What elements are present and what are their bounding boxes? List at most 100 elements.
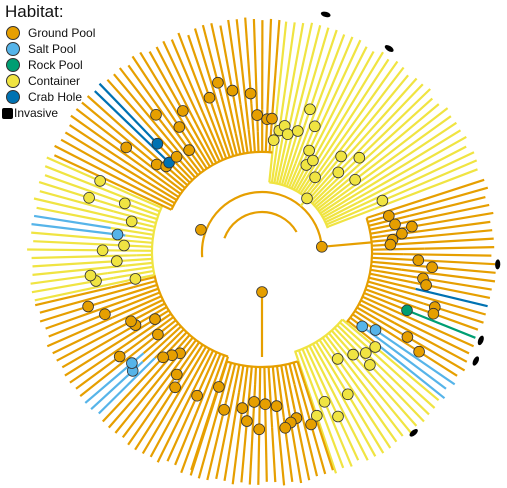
- branch: [125, 287, 159, 302]
- invasive-marker: [477, 335, 484, 346]
- legend-label: Salt Pool: [28, 42, 77, 56]
- branch: [366, 198, 423, 220]
- node-pie: [303, 144, 315, 157]
- legend-label: Invasive: [14, 106, 59, 120]
- tip-branch: [374, 168, 478, 210]
- tip-branch: [293, 384, 319, 477]
- branch: [254, 366, 258, 385]
- branch: [368, 276, 416, 290]
- tip-branch: [149, 377, 195, 458]
- branch: [108, 291, 161, 314]
- branch: [336, 324, 356, 343]
- tip-branch: [114, 351, 182, 434]
- node-pie: [183, 144, 195, 156]
- invasive-marker: [320, 11, 331, 18]
- node-pie: [420, 279, 432, 291]
- branch: [371, 260, 431, 269]
- tip-branch: [79, 332, 161, 397]
- branch: [166, 166, 189, 187]
- node-pie: [84, 269, 97, 282]
- branch: [324, 334, 350, 367]
- tip-branch: [39, 190, 114, 213]
- node-pie: [413, 345, 425, 358]
- tip-branch: [98, 82, 159, 146]
- tip-branch: [187, 34, 211, 98]
- branch: [363, 291, 408, 312]
- tip-branch: [60, 138, 138, 184]
- node-pie: [126, 357, 138, 369]
- tip-branch: [372, 351, 436, 409]
- branch-arc: [223, 210, 298, 239]
- node-pie: [226, 84, 239, 97]
- tip-branch: [155, 46, 198, 125]
- branch: [313, 165, 358, 207]
- node-pie: [318, 395, 331, 408]
- tip-branch: [314, 60, 399, 178]
- tip-branch: [359, 103, 440, 171]
- branch: [330, 329, 351, 352]
- branch: [325, 200, 382, 226]
- tip-branch: [430, 265, 496, 274]
- branch: [107, 265, 154, 275]
- branch: [339, 321, 375, 354]
- node-pie: [359, 347, 372, 359]
- node-pie: [427, 307, 440, 320]
- tip-branch: [357, 145, 467, 204]
- tip-branch: [327, 371, 377, 457]
- branch: [113, 298, 164, 325]
- branch: [278, 136, 293, 185]
- tip-branch: [33, 240, 123, 247]
- node-pie: [401, 304, 413, 317]
- node-pie: [305, 418, 317, 431]
- tip-branch: [68, 124, 132, 167]
- branch: [241, 365, 249, 405]
- tip-branch: [400, 220, 491, 235]
- branch: [117, 257, 153, 263]
- tip-branch: [415, 287, 488, 308]
- node-pie: [150, 158, 163, 171]
- branch: [296, 361, 306, 384]
- node-pie: [401, 331, 414, 343]
- branch: [180, 341, 201, 369]
- tip-branch: [69, 324, 155, 384]
- tip-branch: [362, 326, 447, 390]
- legend-label: Ground Pool: [28, 26, 96, 40]
- tip-branch: [139, 51, 186, 127]
- tip-branch: [424, 246, 495, 250]
- tip-branch: [94, 90, 170, 164]
- tip-branch: [349, 350, 418, 427]
- branch: [100, 283, 158, 304]
- tip-branch: [359, 151, 475, 207]
- legend-label: Crab Hole: [28, 90, 83, 104]
- branch: [208, 96, 231, 158]
- branch: [288, 363, 296, 385]
- node-pie: [291, 125, 304, 137]
- legend-item-ground-pool: Ground Pool: [2, 25, 95, 41]
- node-pie: [253, 423, 266, 436]
- branch: [371, 247, 425, 251]
- tip-branch: [197, 399, 222, 479]
- branch: [219, 362, 233, 400]
- tip-branch: [329, 400, 360, 461]
- branch-arc: [150, 205, 164, 276]
- tip-branch: [334, 129, 462, 209]
- node-pie: [406, 220, 418, 233]
- branch: [159, 319, 177, 334]
- branch: [358, 303, 395, 324]
- node-pie: [94, 175, 106, 187]
- tip-branch: [64, 131, 152, 186]
- node-pie: [149, 313, 161, 325]
- invasive-marker: [495, 259, 501, 270]
- salt-pool-swatch: [6, 42, 20, 56]
- legend-item-invasive: Invasive: [2, 105, 95, 121]
- node-pie: [236, 402, 249, 414]
- branch: [267, 366, 274, 428]
- tip-branch: [121, 372, 172, 439]
- branch: [354, 309, 410, 347]
- branch: [233, 364, 241, 391]
- tip-branch: [235, 19, 250, 130]
- tip-branch: [223, 392, 241, 481]
- branch: [369, 272, 411, 283]
- branch: [247, 129, 253, 153]
- node-pie: [301, 192, 313, 205]
